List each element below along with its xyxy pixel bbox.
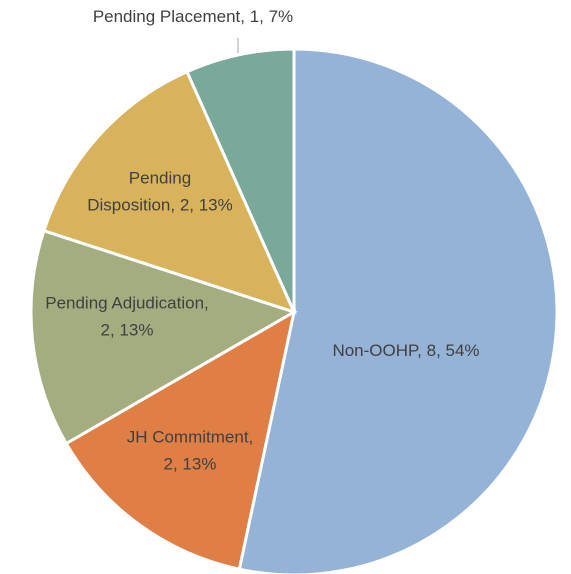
pie-slice xyxy=(185,47,296,313)
data-label-line: 2, 13% xyxy=(101,321,154,340)
data-label: Pending Disposition, 2, 13% xyxy=(87,169,233,215)
data-label-line: 2, 13% xyxy=(164,455,217,474)
data-label-line: Pending xyxy=(129,169,191,188)
data-label-line: Pending Adjudication, xyxy=(45,294,209,313)
data-label: JH Commitment, 2, 13% xyxy=(127,428,254,474)
pie-slice xyxy=(237,47,559,574)
data-label-line: Disposition, 2, 13% xyxy=(87,196,233,215)
data-label: Pending Placement, 1, 7% xyxy=(93,7,293,26)
data-label: Pending Adjudication, 2, 13% xyxy=(45,294,209,340)
data-label-line: Non-OOHP, 8, 54% xyxy=(332,341,479,360)
pie-slice xyxy=(41,69,297,315)
data-label-line: Pending Placement, 1, 7% xyxy=(93,7,293,26)
data-label: Non-OOHP, 8, 54% xyxy=(332,341,479,360)
pie-slice xyxy=(29,228,298,446)
data-label-line: JH Commitment, xyxy=(127,428,254,447)
pie-slice xyxy=(64,309,297,572)
